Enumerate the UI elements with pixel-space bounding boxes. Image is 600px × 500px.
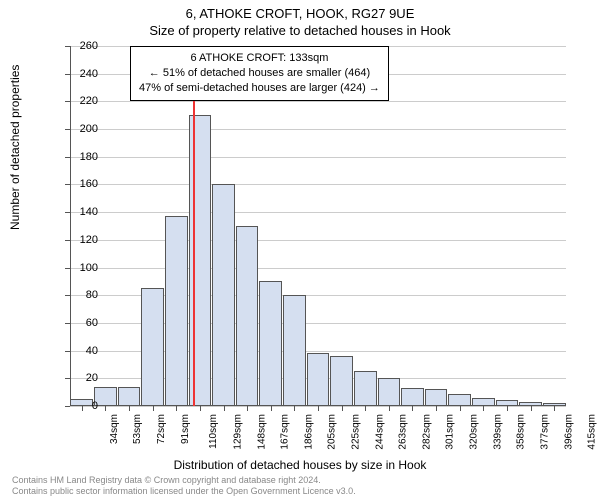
grid-line bbox=[70, 240, 566, 241]
ytick-label: 140 bbox=[68, 206, 98, 218]
xtick-label: 129sqm bbox=[232, 414, 243, 450]
histogram-bar bbox=[236, 226, 259, 406]
xtick-label: 301sqm bbox=[445, 414, 456, 450]
histogram-bar bbox=[330, 356, 353, 406]
grid-line bbox=[70, 157, 566, 158]
annotation-line3: 47% of semi-detached houses are larger (… bbox=[139, 81, 380, 96]
xtick-mark bbox=[105, 406, 106, 411]
grid-line bbox=[70, 101, 566, 102]
xtick-label: 91sqm bbox=[180, 414, 191, 444]
histogram-bar bbox=[212, 184, 235, 406]
xtick-mark bbox=[153, 406, 154, 411]
xtick-label: 396sqm bbox=[563, 414, 574, 450]
xtick-label: 244sqm bbox=[374, 414, 385, 450]
xtick-label: 358sqm bbox=[516, 414, 527, 450]
chart-container: 6, ATHOKE CROFT, HOOK, RG27 9UE Size of … bbox=[0, 0, 600, 500]
xtick-label: 282sqm bbox=[421, 414, 432, 450]
y-axis-label: Number of detached properties bbox=[8, 65, 22, 230]
xtick-label: 263sqm bbox=[398, 414, 409, 450]
xtick-mark bbox=[554, 406, 555, 411]
ytick-label: 100 bbox=[68, 262, 98, 274]
xtick-mark bbox=[342, 406, 343, 411]
xtick-mark bbox=[318, 406, 319, 411]
grid-line bbox=[70, 129, 566, 130]
histogram-bar bbox=[448, 394, 471, 406]
xtick-mark bbox=[129, 406, 130, 411]
histogram-bar bbox=[141, 288, 164, 406]
xtick-label: 339sqm bbox=[492, 414, 503, 450]
ytick-label: 260 bbox=[68, 40, 98, 52]
grid-line bbox=[70, 184, 566, 185]
xtick-mark bbox=[224, 406, 225, 411]
xtick-mark bbox=[176, 406, 177, 411]
ytick-label: 80 bbox=[68, 289, 98, 301]
xtick-label: 186sqm bbox=[303, 414, 314, 450]
ytick-label: 20 bbox=[68, 372, 98, 384]
xtick-label: 415sqm bbox=[587, 414, 598, 450]
xtick-mark bbox=[365, 406, 366, 411]
histogram-bar bbox=[401, 388, 424, 406]
annotation-line2: ← 51% of detached houses are smaller (46… bbox=[139, 66, 380, 81]
xtick-label: 225sqm bbox=[351, 414, 362, 450]
histogram-bar bbox=[472, 398, 495, 406]
xtick-label: 205sqm bbox=[327, 414, 338, 450]
xtick-mark bbox=[507, 406, 508, 411]
ytick-label: 180 bbox=[68, 151, 98, 163]
ytick-label: 120 bbox=[68, 234, 98, 246]
xtick-label: 377sqm bbox=[540, 414, 551, 450]
xtick-label: 148sqm bbox=[256, 414, 267, 450]
ytick-label: 160 bbox=[68, 178, 98, 190]
xtick-label: 34sqm bbox=[109, 414, 120, 444]
xtick-label: 110sqm bbox=[208, 414, 219, 449]
x-axis-label: Distribution of detached houses by size … bbox=[0, 458, 600, 472]
grid-line bbox=[70, 268, 566, 269]
xtick-mark bbox=[389, 406, 390, 411]
annotation-box: 6 ATHOKE CROFT: 133sqm ← 51% of detached… bbox=[130, 46, 389, 101]
histogram-bar bbox=[165, 216, 188, 406]
ytick-label: 40 bbox=[68, 345, 98, 357]
attribution-line1: Contains HM Land Registry data © Crown c… bbox=[12, 475, 356, 486]
ytick-label: 240 bbox=[68, 68, 98, 80]
histogram-bar bbox=[283, 295, 306, 406]
histogram-bar bbox=[354, 371, 377, 406]
histogram-bar bbox=[378, 378, 401, 406]
ytick-label: 0 bbox=[68, 400, 98, 412]
annotation-line1: 6 ATHOKE CROFT: 133sqm bbox=[139, 51, 380, 66]
title-sub: Size of property relative to detached ho… bbox=[0, 21, 600, 38]
grid-line bbox=[70, 212, 566, 213]
xtick-mark bbox=[200, 406, 201, 411]
xtick-mark bbox=[271, 406, 272, 411]
ytick-label: 220 bbox=[68, 95, 98, 107]
xtick-mark bbox=[294, 406, 295, 411]
xtick-mark bbox=[436, 406, 437, 411]
attribution-text: Contains HM Land Registry data © Crown c… bbox=[12, 475, 356, 497]
histogram-bar bbox=[259, 281, 282, 406]
xtick-label: 72sqm bbox=[156, 414, 167, 444]
histogram-bar bbox=[118, 387, 141, 406]
attribution-line2: Contains public sector information licen… bbox=[12, 486, 356, 497]
histogram-bar bbox=[307, 353, 330, 406]
ytick-label: 60 bbox=[68, 317, 98, 329]
xtick-label: 320sqm bbox=[469, 414, 480, 450]
xtick-label: 167sqm bbox=[280, 414, 291, 450]
xtick-mark bbox=[460, 406, 461, 411]
title-main: 6, ATHOKE CROFT, HOOK, RG27 9UE bbox=[0, 0, 600, 21]
xtick-mark bbox=[412, 406, 413, 411]
xtick-label: 53sqm bbox=[132, 414, 143, 444]
xtick-mark bbox=[247, 406, 248, 411]
histogram-bar bbox=[425, 389, 448, 406]
ytick-label: 200 bbox=[68, 123, 98, 135]
xtick-mark bbox=[531, 406, 532, 411]
xtick-mark bbox=[483, 406, 484, 411]
